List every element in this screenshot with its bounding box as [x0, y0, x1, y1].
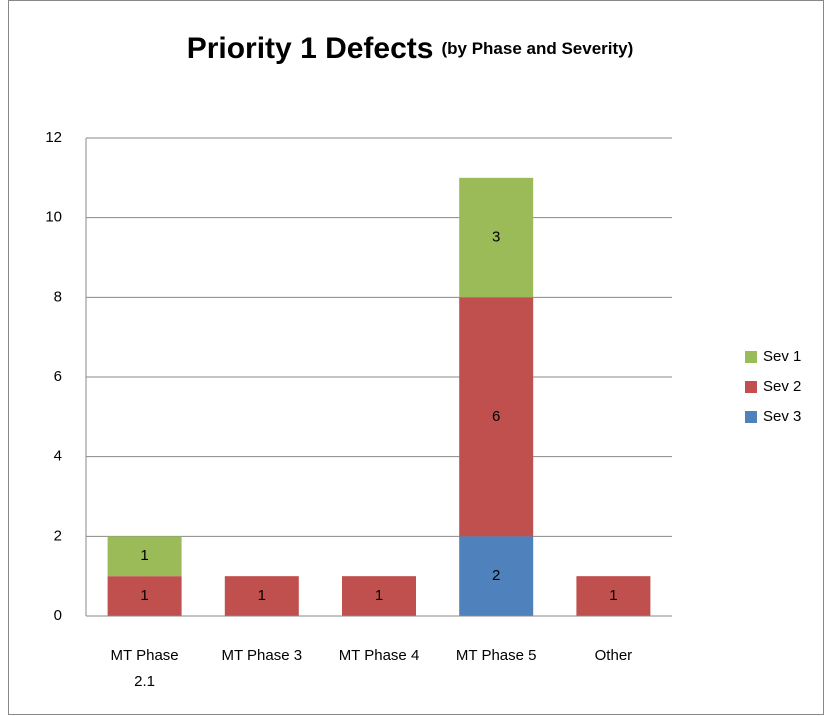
data-label: 3: [492, 229, 500, 246]
legend-label: Sev 1: [763, 348, 801, 365]
bar-segment: [342, 576, 416, 616]
data-label: 1: [609, 587, 617, 604]
y-tick-label: 10: [45, 209, 62, 226]
bar-segment: [459, 177, 534, 298]
x-tick-label: MT Phase 3: [221, 647, 302, 664]
legend-swatch: [745, 381, 757, 393]
data-label: 1: [375, 587, 383, 604]
bar-segment: [224, 576, 299, 616]
bar-segment: [576, 576, 651, 616]
legend-label: Sev 2: [763, 378, 801, 395]
chart-heading: Priority 1 Defects (by Phase and Severity…: [187, 32, 634, 65]
legend-swatch: [745, 411, 757, 423]
data-label: 6: [492, 408, 500, 425]
x-tick-label: Other: [595, 647, 633, 664]
bar-segment: [459, 536, 534, 616]
data-label: 1: [140, 587, 148, 604]
data-label: 1: [140, 547, 148, 564]
y-tick-label: 4: [54, 448, 62, 465]
y-tick-label: 0: [54, 607, 62, 624]
y-tick-label: 12: [45, 129, 62, 146]
legend-label: Sev 3: [763, 408, 801, 425]
legend-swatch: [745, 351, 757, 363]
y-tick-label: 6: [54, 368, 62, 385]
data-label: 2: [492, 567, 500, 584]
x-tick-label: MT Phase 5: [456, 647, 537, 664]
x-tick-label: MT Phase 2.1: [111, 647, 179, 690]
x-tick-label: MT Phase 4: [339, 647, 420, 664]
y-tick-label: 8: [54, 288, 62, 305]
x-tick-label-line: MT Phase: [111, 647, 179, 664]
bar-segment: [107, 536, 182, 577]
data-label: 1: [258, 587, 266, 604]
y-tick-label: 2: [54, 527, 62, 544]
bar-segment: [107, 576, 182, 616]
bar-segment: [459, 297, 534, 537]
chart-title: Priority 1 Defects: [187, 32, 434, 65]
chart-subtitle: (by Phase and Severity): [441, 39, 633, 58]
x-tick-label-line: 2.1: [134, 673, 155, 690]
